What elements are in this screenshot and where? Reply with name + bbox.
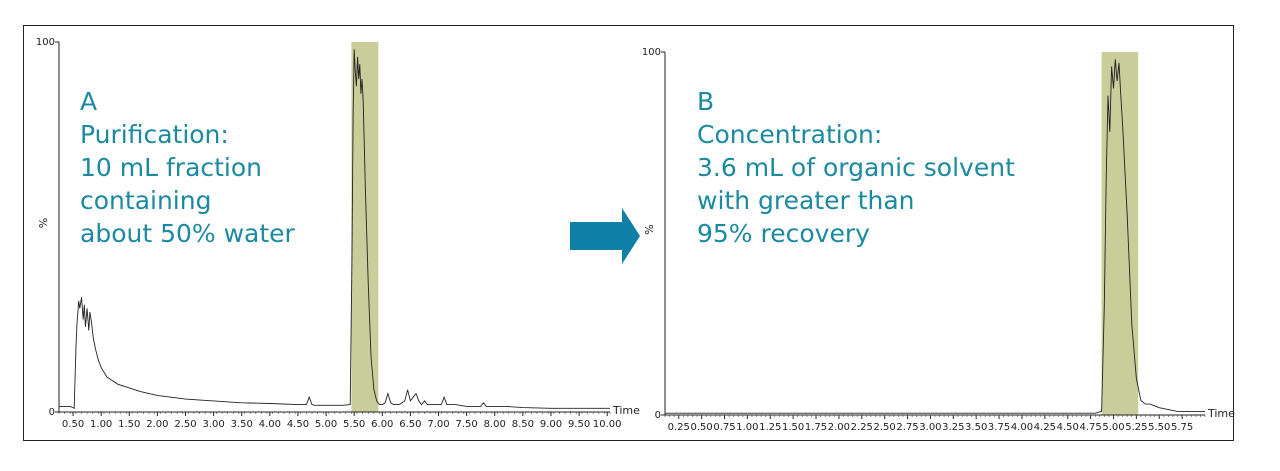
y-tick-label: 0 bbox=[655, 410, 661, 421]
x-tick-label: 8.00 bbox=[484, 419, 506, 430]
x-tick-label: 2.00 bbox=[828, 422, 850, 433]
highlight-band-a bbox=[351, 42, 379, 412]
annotation-a-line-4: containing bbox=[80, 186, 211, 215]
x-tick-label: 2.50 bbox=[174, 419, 196, 430]
x-tick-label: 1.50 bbox=[118, 419, 140, 430]
annotation-a-line-5: about 50% water bbox=[80, 219, 296, 248]
x-tick-label: 4.50 bbox=[287, 419, 309, 430]
x-tick-label: 6.50 bbox=[399, 419, 421, 430]
annotation-a-line-2: Purification: bbox=[80, 120, 229, 149]
x-tick-label: 3.00 bbox=[202, 419, 224, 430]
x-tick-label: 0.75 bbox=[713, 422, 735, 433]
y-axis-label-b: % bbox=[643, 224, 656, 234]
annotation-a-line-1: A bbox=[80, 87, 97, 116]
x-axis-label-b: Time bbox=[1207, 407, 1235, 420]
x-tick-label: 9.00 bbox=[540, 419, 562, 430]
x-tick-label: 5.75 bbox=[1171, 422, 1193, 433]
annotation-b: B Concentration: 3.6 mL of organic solve… bbox=[697, 87, 1015, 248]
annotation-b-line-1: B bbox=[697, 87, 714, 116]
x-tick-label: 6.00 bbox=[371, 419, 393, 430]
x-tick-label: 2.00 bbox=[146, 419, 168, 430]
y-tick-label: 100 bbox=[642, 47, 661, 58]
x-tick-label: 5.00 bbox=[315, 419, 337, 430]
x-tick-label: 5.50 bbox=[1148, 422, 1170, 433]
x-tick-label: 1.50 bbox=[782, 422, 804, 433]
highlight-band-b bbox=[1101, 52, 1139, 415]
annotation-b-line-2: Concentration: bbox=[697, 120, 882, 149]
y-tick-label: 0 bbox=[49, 407, 55, 418]
x-tick-label: 2.25 bbox=[851, 422, 873, 433]
x-tick-label: 1.75 bbox=[805, 422, 827, 433]
annotation-a-line-3: 10 mL fraction bbox=[80, 153, 262, 182]
y-axis-label-a: % bbox=[37, 218, 50, 228]
x-tick-label: 8.50 bbox=[512, 419, 534, 430]
x-tick-label: 3.50 bbox=[231, 419, 253, 430]
chromatogram-trace-b bbox=[665, 59, 1205, 414]
x-tick-label: 1.25 bbox=[759, 422, 781, 433]
x-tick-label: 4.50 bbox=[1057, 422, 1079, 433]
chart-panel-a: 0.50 1.00 1.50 2.00 2.50 3.00 3.50 4.00 4.50 5.00… bbox=[36, 37, 640, 430]
x-tick-label: 2.50 bbox=[874, 422, 896, 433]
x-tick-label: 9.50 bbox=[568, 419, 590, 430]
y-ticks-b: 100 0 bbox=[642, 47, 665, 421]
x-tick-label: 7.00 bbox=[427, 419, 449, 430]
y-ticks-a: 100 0 bbox=[36, 37, 59, 418]
x-tick-label: 1.00 bbox=[90, 419, 112, 430]
annotation-b-line-4: with greater than bbox=[697, 186, 915, 215]
chart-panel-b: 0.25 0.50 0.75 1.00 1.25 1.50 1.75 2.00 2.25 2.50… bbox=[642, 47, 1235, 433]
x-tick-label: 0.50 bbox=[62, 419, 84, 430]
annotation-a: A Purification: 10 mL fraction containin… bbox=[80, 87, 296, 248]
x-ticks-b: 0.25 0.50 0.75 1.00 1.25 1.50 1.75 2.00 2.25 2.50… bbox=[664, 415, 1206, 433]
x-tick-label: 7.50 bbox=[455, 419, 477, 430]
x-tick-label: 0.25 bbox=[668, 422, 690, 433]
x-tick-label: 10.00 bbox=[593, 419, 622, 430]
x-tick-label: 3.25 bbox=[942, 422, 964, 433]
x-ticks-a: 0.50 1.00 1.50 2.00 2.50 3.00 3.50 4.00 4.50 5.00… bbox=[58, 412, 622, 430]
chromatogram-trace-a bbox=[59, 49, 610, 410]
y-tick-label: 100 bbox=[36, 37, 55, 48]
x-tick-label: 0.50 bbox=[690, 422, 712, 433]
x-tick-label: 4.75 bbox=[1079, 422, 1101, 433]
x-tick-label: 3.75 bbox=[988, 422, 1010, 433]
x-tick-label: 2.75 bbox=[896, 422, 918, 433]
x-tick-label: 5.00 bbox=[1102, 422, 1124, 433]
x-tick-label: 4.00 bbox=[1011, 422, 1033, 433]
x-tick-label: 3.50 bbox=[965, 422, 987, 433]
annotation-b-line-5: 95% recovery bbox=[697, 219, 870, 248]
x-tick-label: 1.00 bbox=[736, 422, 758, 433]
x-axis-label-a: Time bbox=[612, 404, 640, 417]
x-tick-label: 5.25 bbox=[1125, 422, 1147, 433]
annotation-b-line-3: 3.6 mL of organic solvent bbox=[697, 153, 1015, 182]
x-tick-label: 3.00 bbox=[919, 422, 941, 433]
right-arrow-icon bbox=[570, 208, 640, 264]
x-tick-label: 5.50 bbox=[343, 419, 365, 430]
x-tick-label: 4.25 bbox=[1034, 422, 1056, 433]
x-tick-label: 4.00 bbox=[259, 419, 281, 430]
